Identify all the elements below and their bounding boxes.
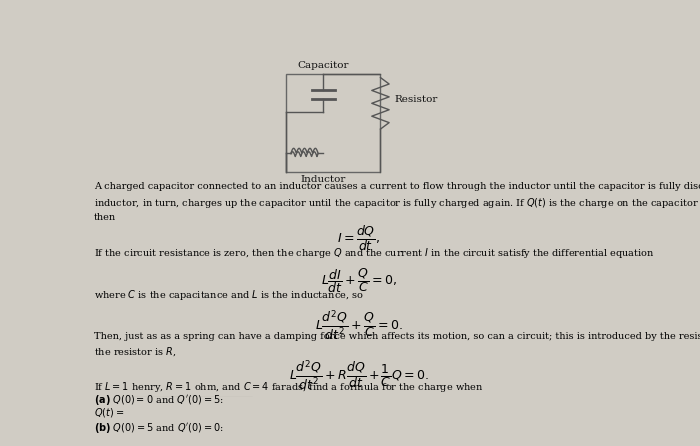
Text: Resistor: Resistor bbox=[395, 95, 438, 104]
Text: $L\dfrac{d^2Q}{dt^2} + \dfrac{Q}{C} = 0.$: $L\dfrac{d^2Q}{dt^2} + \dfrac{Q}{C} = 0.… bbox=[315, 308, 402, 342]
Text: Capacitor: Capacitor bbox=[298, 61, 349, 70]
Text: $L\dfrac{d^2Q}{dt^2} + R\dfrac{dQ}{dt} + \dfrac{1}{C}Q = 0.$: $L\dfrac{d^2Q}{dt^2} + R\dfrac{dQ}{dt} +… bbox=[289, 359, 428, 392]
Text: Inductor: Inductor bbox=[301, 175, 346, 184]
Text: $L\dfrac{dI}{dt} + \dfrac{Q}{C} = 0,$: $L\dfrac{dI}{dt} + \dfrac{Q}{C} = 0,$ bbox=[321, 266, 397, 295]
Text: If the circuit resistance is zero, then the charge $Q$ and the current $I$ in th: If the circuit resistance is zero, then … bbox=[94, 246, 654, 260]
Text: A charged capacitor connected to an inductor causes a current to flow through th: A charged capacitor connected to an indu… bbox=[94, 182, 700, 222]
Bar bbox=[286, 74, 381, 172]
Text: $Q(t) =$: $Q(t) =$ bbox=[94, 406, 124, 419]
Text: If $L = 1$ henry, $R = 1$ ohm, and $C = 4$ farads, find a formula for the charge: If $L = 1$ henry, $R = 1$ ohm, and $C = … bbox=[94, 380, 484, 394]
Text: $\bf{(a)}$ $Q(0) = 0$ and $Q'(0) = 5$:: $\bf{(a)}$ $Q(0) = 0$ and $Q'(0) = 5$: bbox=[94, 393, 224, 407]
Text: Then, just as as a spring can have a damping force which affects its motion, so : Then, just as as a spring can have a dam… bbox=[94, 332, 700, 358]
Text: where $C$ is the capacitance and $L$ is the inductance, so: where $C$ is the capacitance and $L$ is … bbox=[94, 289, 364, 302]
Text: $\bf{(b)}$ $Q(0) = 5$ and $Q'(0) = 0$:: $\bf{(b)}$ $Q(0) = 5$ and $Q'(0) = 0$: bbox=[94, 421, 224, 435]
Bar bbox=[133, 397, 253, 407]
Text: $I = \dfrac{dQ}{dt},$: $I = \dfrac{dQ}{dt},$ bbox=[337, 223, 380, 253]
